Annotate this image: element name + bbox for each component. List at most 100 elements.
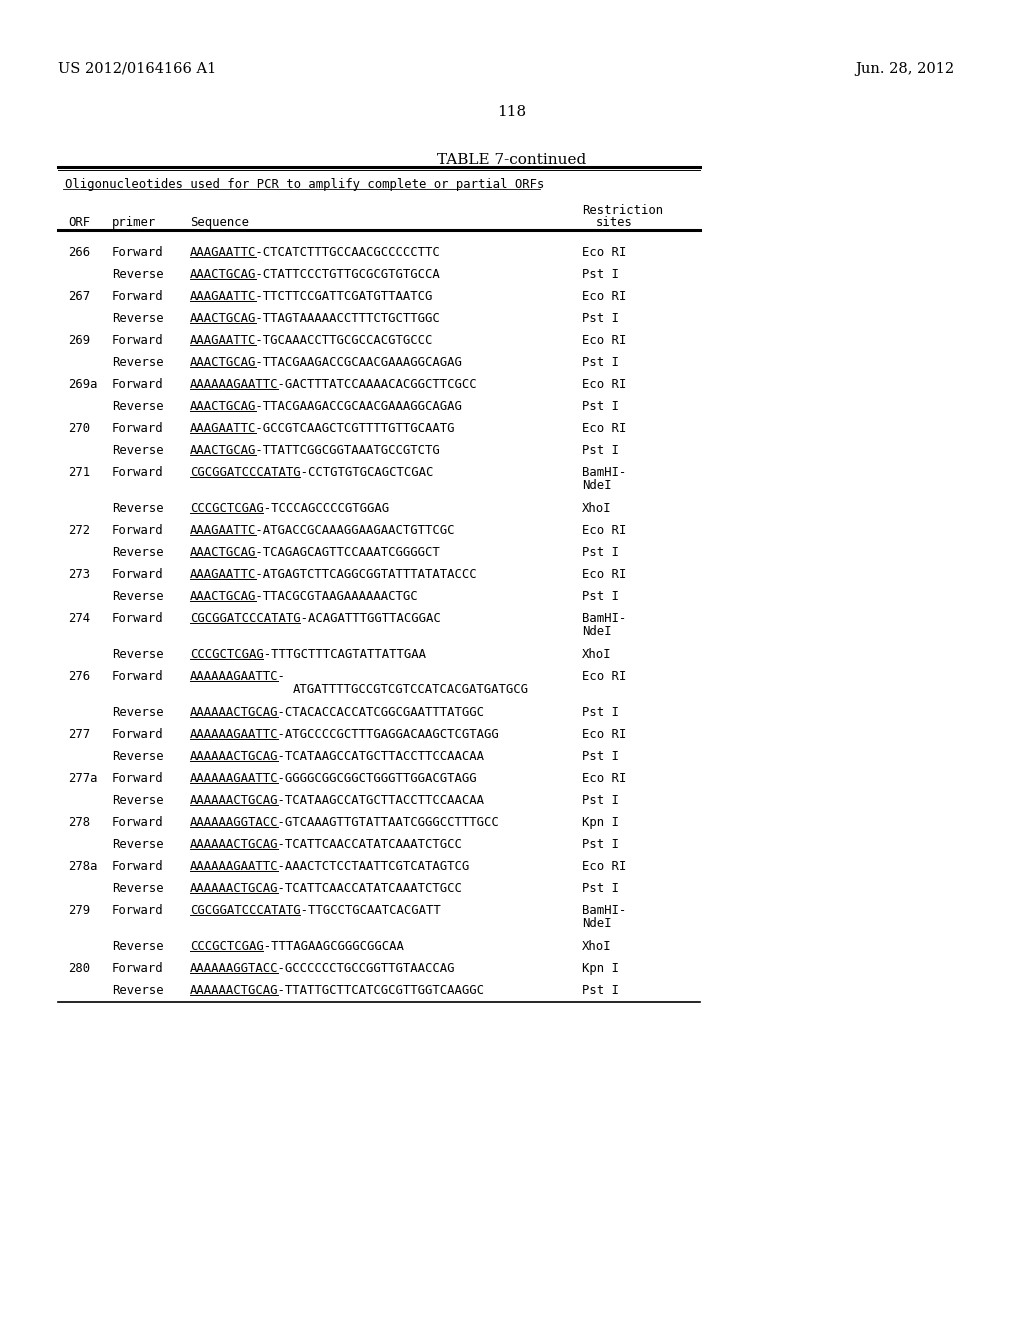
Text: AAACTGCAG-CTATTCCCTGTTGCGCGTGTGCCA: AAACTGCAG-CTATTCCCTGTTGCGCGTGTGCCA <box>190 268 440 281</box>
Text: Reverse: Reverse <box>112 502 164 515</box>
Text: AAAAAACTGCAG-TCATTCAACCATATCAAATCTGCC: AAAAAACTGCAG-TCATTCAACCATATCAAATCTGCC <box>190 838 463 851</box>
Text: 270: 270 <box>68 422 90 436</box>
Text: Pst I: Pst I <box>582 983 618 997</box>
Text: primer: primer <box>112 216 157 228</box>
Text: 118: 118 <box>498 106 526 119</box>
Text: AAAAAAGGTACC-GTCAAAGTTGTATTAATCGGGCCTTTGCC: AAAAAAGGTACC-GTCAAAGTTGTATTAATCGGGCCTTTG… <box>190 816 500 829</box>
Text: 273: 273 <box>68 568 90 581</box>
Text: AAACTGCAG-TTACGCGTAAGAAAAAACTGC: AAACTGCAG-TTACGCGTAAGAAAAAACTGC <box>190 590 419 603</box>
Text: Eco RI: Eco RI <box>582 861 627 873</box>
Text: AAACTGCAG-TTATTCGGCGGTAAATGCCGTCTG: AAACTGCAG-TTATTCGGCGGTAAATGCCGTCTG <box>190 444 440 457</box>
Text: AAAGAATTC-ATGACCGCAAAGGAAGAACTGTTCGC: AAAGAATTC-ATGACCGCAAAGGAAGAACTGTTCGC <box>190 524 456 537</box>
Text: Sequence: Sequence <box>190 216 249 228</box>
Text: Reverse: Reverse <box>112 882 164 895</box>
Text: Eco RI: Eco RI <box>582 524 627 537</box>
Text: AAAAAACTGCAG-TCATTCAACCATATCAAATCTGCC: AAAAAACTGCAG-TCATTCAACCATATCAAATCTGCC <box>190 882 463 895</box>
Text: 278: 278 <box>68 816 90 829</box>
Text: Reverse: Reverse <box>112 838 164 851</box>
Text: BamHI-: BamHI- <box>582 612 627 624</box>
Text: TABLE 7-continued: TABLE 7-continued <box>437 153 587 168</box>
Text: Forward: Forward <box>112 904 164 917</box>
Text: sites: sites <box>596 216 633 228</box>
Text: 276: 276 <box>68 671 90 682</box>
Text: Pst I: Pst I <box>582 590 618 603</box>
Text: 279: 279 <box>68 904 90 917</box>
Text: 269a: 269a <box>68 378 97 391</box>
Text: AAAAAACTGCAG-TCATAAGCCATGCTTACCTTCCAACAA: AAAAAACTGCAG-TCATAAGCCATGCTTACCTTCCAACAA <box>190 750 485 763</box>
Text: Pst I: Pst I <box>582 882 618 895</box>
Text: Pst I: Pst I <box>582 312 618 325</box>
Text: CCCGCTCGAG-TTTAGAAGCGGGCGGCAA: CCCGCTCGAG-TTTAGAAGCGGGCGGCAA <box>190 940 403 953</box>
Text: Forward: Forward <box>112 772 164 785</box>
Text: Kpn I: Kpn I <box>582 816 618 829</box>
Text: Pst I: Pst I <box>582 795 618 807</box>
Text: Forward: Forward <box>112 378 164 391</box>
Text: AAAAAAGAATTC-: AAAAAAGAATTC- <box>190 671 286 682</box>
Text: AAAGAATTC-GCCGTCAAGCTCGTTTTGTTGCAATG: AAAGAATTC-GCCGTCAAGCTCGTTTTGTTGCAATG <box>190 422 456 436</box>
Text: NdeI: NdeI <box>582 479 611 492</box>
Text: Pst I: Pst I <box>582 838 618 851</box>
Text: Reverse: Reverse <box>112 356 164 370</box>
Text: 274: 274 <box>68 612 90 624</box>
Text: AAACTGCAG-TTACGAAGACCGCAACGAAAGGCAGAG: AAACTGCAG-TTACGAAGACCGCAACGAAAGGCAGAG <box>190 356 463 370</box>
Text: Reverse: Reverse <box>112 400 164 413</box>
Text: Reverse: Reverse <box>112 648 164 661</box>
Text: BamHI-: BamHI- <box>582 466 627 479</box>
Text: 277: 277 <box>68 729 90 741</box>
Text: Pst I: Pst I <box>582 750 618 763</box>
Text: 280: 280 <box>68 962 90 975</box>
Text: CGCGGATCCCATATG-ACAGATTTGGTTACGGAC: CGCGGATCCCATATG-ACAGATTTGGTTACGGAC <box>190 612 440 624</box>
Text: Reverse: Reverse <box>112 750 164 763</box>
Text: NdeI: NdeI <box>582 624 611 638</box>
Text: Eco RI: Eco RI <box>582 422 627 436</box>
Text: AAAAAAGAATTC-ATGCCCCGCTTTGAGGACAAGCTCGTAGG: AAAAAAGAATTC-ATGCCCCGCTTTGAGGACAAGCTCGTA… <box>190 729 500 741</box>
Text: Eco RI: Eco RI <box>582 290 627 304</box>
Text: Eco RI: Eco RI <box>582 246 627 259</box>
Text: CGCGGATCCCATATG-CCTGTGTGCAGCTCGAC: CGCGGATCCCATATG-CCTGTGTGCAGCTCGAC <box>190 466 433 479</box>
Text: XhoI: XhoI <box>582 502 611 515</box>
Text: Eco RI: Eco RI <box>582 772 627 785</box>
Text: CCCGCTCGAG-TTTGCTTTCAGTATTATTGAA: CCCGCTCGAG-TTTGCTTTCAGTATTATTGAA <box>190 648 426 661</box>
Text: Forward: Forward <box>112 466 164 479</box>
Text: 269: 269 <box>68 334 90 347</box>
Text: Eco RI: Eco RI <box>582 729 627 741</box>
Text: AAAAAACTGCAG-CTACACCACCATCGGCGAATTTATGGC: AAAAAACTGCAG-CTACACCACCATCGGCGAATTTATGGC <box>190 706 485 719</box>
Text: 266: 266 <box>68 246 90 259</box>
Text: 272: 272 <box>68 524 90 537</box>
Text: XhoI: XhoI <box>582 940 611 953</box>
Text: AAAAAAGAATTC-GACTTTATCCAAAACACGGCTTCGCC: AAAAAAGAATTC-GACTTTATCCAAAACACGGCTTCGCC <box>190 378 477 391</box>
Text: AAAGAATTC-TGCAAACCTTGCGCCACGTGCCC: AAAGAATTC-TGCAAACCTTGCGCCACGTGCCC <box>190 334 433 347</box>
Text: CCCGCTCGAG-TCCCAGCCCCGTGGAG: CCCGCTCGAG-TCCCAGCCCCGTGGAG <box>190 502 389 515</box>
Text: Pst I: Pst I <box>582 444 618 457</box>
Text: Forward: Forward <box>112 422 164 436</box>
Text: Oligonucleotides used for PCR to amplify complete or partial ORFs: Oligonucleotides used for PCR to amplify… <box>65 178 545 191</box>
Text: 278a: 278a <box>68 861 97 873</box>
Text: Pst I: Pst I <box>582 400 618 413</box>
Text: Pst I: Pst I <box>582 546 618 558</box>
Text: CGCGGATCCCATATG-TTGCCTGCAATCACGATT: CGCGGATCCCATATG-TTGCCTGCAATCACGATT <box>190 904 440 917</box>
Text: AAAAAACTGCAG-TTATTGCTTCATCGCGTTGGTCAAGGC: AAAAAACTGCAG-TTATTGCTTCATCGCGTTGGTCAAGGC <box>190 983 485 997</box>
Text: Reverse: Reverse <box>112 546 164 558</box>
Text: XhoI: XhoI <box>582 648 611 661</box>
Text: Forward: Forward <box>112 568 164 581</box>
Text: AAAAAACTGCAG-TCATAAGCCATGCTTACCTTCCAACAA: AAAAAACTGCAG-TCATAAGCCATGCTTACCTTCCAACAA <box>190 795 485 807</box>
Text: AAAAAAGAATTC-AAACTCTCCTAATTCGTCATAGTCG: AAAAAAGAATTC-AAACTCTCCTAATTCGTCATAGTCG <box>190 861 470 873</box>
Text: Reverse: Reverse <box>112 983 164 997</box>
Text: 277a: 277a <box>68 772 97 785</box>
Text: NdeI: NdeI <box>582 917 611 931</box>
Text: Reverse: Reverse <box>112 444 164 457</box>
Text: Jun. 28, 2012: Jun. 28, 2012 <box>855 62 954 77</box>
Text: Pst I: Pst I <box>582 268 618 281</box>
Text: Pst I: Pst I <box>582 356 618 370</box>
Text: 271: 271 <box>68 466 90 479</box>
Text: 267: 267 <box>68 290 90 304</box>
Text: Kpn I: Kpn I <box>582 962 618 975</box>
Text: Forward: Forward <box>112 729 164 741</box>
Text: AAAGAATTC-TTCTTCCGATTCGATGTTAATCG: AAAGAATTC-TTCTTCCGATTCGATGTTAATCG <box>190 290 433 304</box>
Text: Reverse: Reverse <box>112 268 164 281</box>
Text: Forward: Forward <box>112 671 164 682</box>
Text: AAAGAATTC-ATGAGTCTTCAGGCGGTATTTATATACCC: AAAGAATTC-ATGAGTCTTCAGGCGGTATTTATATACCC <box>190 568 477 581</box>
Text: Forward: Forward <box>112 861 164 873</box>
Text: Forward: Forward <box>112 612 164 624</box>
Text: Reverse: Reverse <box>112 312 164 325</box>
